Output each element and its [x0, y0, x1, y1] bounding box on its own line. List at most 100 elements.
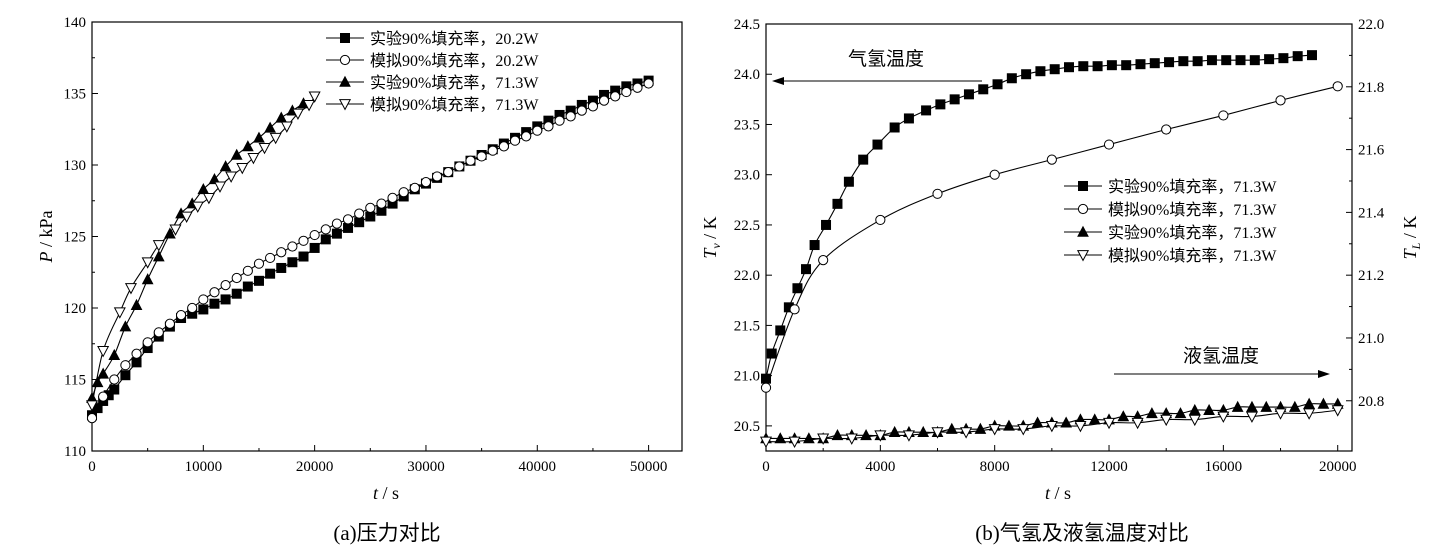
series-1-point [598, 95, 610, 106]
series-0-point [821, 219, 832, 230]
series-1-point [443, 167, 454, 178]
legend-marker [1076, 250, 1090, 262]
annotation-vapor-arrowhead [772, 77, 784, 85]
series-0-point [1021, 69, 1032, 80]
series-1-point [621, 86, 632, 98]
series-2-point [1260, 400, 1273, 412]
series-0-point [1078, 61, 1089, 72]
x-tick-label: 10000 [185, 459, 223, 475]
series-1-point [398, 187, 409, 198]
series-1-point [109, 374, 120, 385]
y-left-tick-label: 22.5 [734, 218, 760, 234]
series-3-point [1303, 408, 1316, 420]
series-1-point [142, 337, 153, 348]
series-0-point [775, 325, 786, 336]
series-2-point [945, 422, 958, 434]
series-3-point [1131, 417, 1144, 430]
legend: 实验90%填充率，20.2W 模拟90%填充率，20.2W 实验90%填充率，71.… [326, 30, 539, 114]
series-0-point [265, 268, 276, 279]
series-1-point [120, 360, 131, 371]
series-0-point [809, 240, 820, 251]
series-0 [87, 75, 654, 421]
series-2-point [1117, 410, 1130, 422]
legend-marker [1077, 203, 1089, 215]
series-3-point [152, 240, 165, 252]
series-2-point [108, 348, 121, 360]
series-0-point [1221, 55, 1232, 66]
series-2-point [241, 140, 254, 152]
series-1-point [331, 218, 343, 229]
series-0-point [992, 79, 1003, 90]
y-tick-label: 135 [64, 87, 87, 103]
x-tick-label: 8000 [980, 459, 1010, 475]
series-0-point [978, 84, 989, 95]
series-1-point [1275, 95, 1286, 106]
series-1-point [509, 135, 521, 146]
x-axis-label-symbol: t [1045, 483, 1051, 503]
series-3-point [280, 121, 293, 133]
series-0-point [343, 222, 354, 233]
series-0-point [801, 264, 812, 275]
series-0-point [921, 105, 932, 116]
series-0-point [903, 113, 914, 124]
series-3-point [1102, 417, 1116, 430]
y-right-tick-label: 21.8 [1358, 80, 1384, 96]
series-0-point [109, 384, 120, 395]
y-left-tick-label: 23.5 [734, 117, 760, 133]
series-3-point [1017, 424, 1030, 436]
annotation-liquid-temp: 液氢温度 [1183, 345, 1259, 367]
series-1-point [153, 327, 164, 338]
y-right-axis-label: TL / K [1400, 216, 1423, 260]
y-right-tick-label: 21.2 [1358, 268, 1384, 284]
y-axis-label-unit: / kPa [36, 210, 56, 251]
panel-a-pressure: 0 10000 20000 30000 40000 50000 110 115 120 125 13… [36, 15, 683, 545]
series-3-point [1245, 411, 1258, 423]
y-left-axis-label: Tv / K [700, 216, 723, 258]
series-0-point [1292, 51, 1303, 62]
series-1-point [376, 198, 387, 209]
legend-label: 实验90%填充率，71.3W [1108, 224, 1277, 242]
series-3-point [1217, 411, 1230, 423]
series-1-point [576, 105, 587, 116]
x-axis-label: t / s [373, 483, 399, 503]
series-1-point [760, 382, 772, 393]
x-axis-label: t / s [1045, 483, 1071, 503]
series-3-point [303, 100, 316, 112]
series-3-point [258, 142, 271, 155]
series-1-point [565, 111, 576, 122]
series-0-point [320, 234, 331, 245]
series-0-point [792, 283, 803, 294]
series-0-point [1235, 55, 1246, 66]
series-0-point [1206, 55, 1217, 66]
x-tick-label: 30000 [407, 459, 445, 475]
series-3-point [1074, 420, 1087, 433]
series-2-point [219, 160, 232, 172]
annotation-liquid-arrowhead [1318, 370, 1330, 378]
series-1 [86, 78, 654, 424]
series-1-point [1218, 110, 1229, 121]
series-0-point [309, 242, 320, 253]
series-3-point [988, 424, 1001, 436]
series-1-point [287, 241, 298, 252]
series-2-point [1146, 407, 1158, 419]
series-1-point [1332, 81, 1343, 92]
series-0-point [1249, 55, 1260, 66]
series-0-point [354, 217, 365, 228]
series-1-point [454, 161, 465, 172]
y-left-axis-label-subscript: v [709, 243, 723, 249]
legend-label: 实验90%填充率，71.3W [1108, 178, 1277, 196]
series-0-point [287, 257, 298, 268]
series-1 [760, 81, 1343, 393]
series-1-point [989, 169, 1000, 180]
y-tick-label: 130 [64, 158, 87, 174]
series-0-point [963, 89, 974, 100]
series-2-point [208, 173, 221, 185]
y-tick-label: 120 [64, 301, 87, 317]
series-1-point [253, 258, 265, 269]
series-1-point [387, 192, 398, 203]
series-3-point [202, 192, 215, 205]
series-1-point [365, 202, 376, 213]
panel-b-temperature: 0 4000 8000 12000 16000 20000 20.5 21.0 21.5 22.0… [700, 17, 1423, 545]
series-1-point [465, 155, 476, 166]
